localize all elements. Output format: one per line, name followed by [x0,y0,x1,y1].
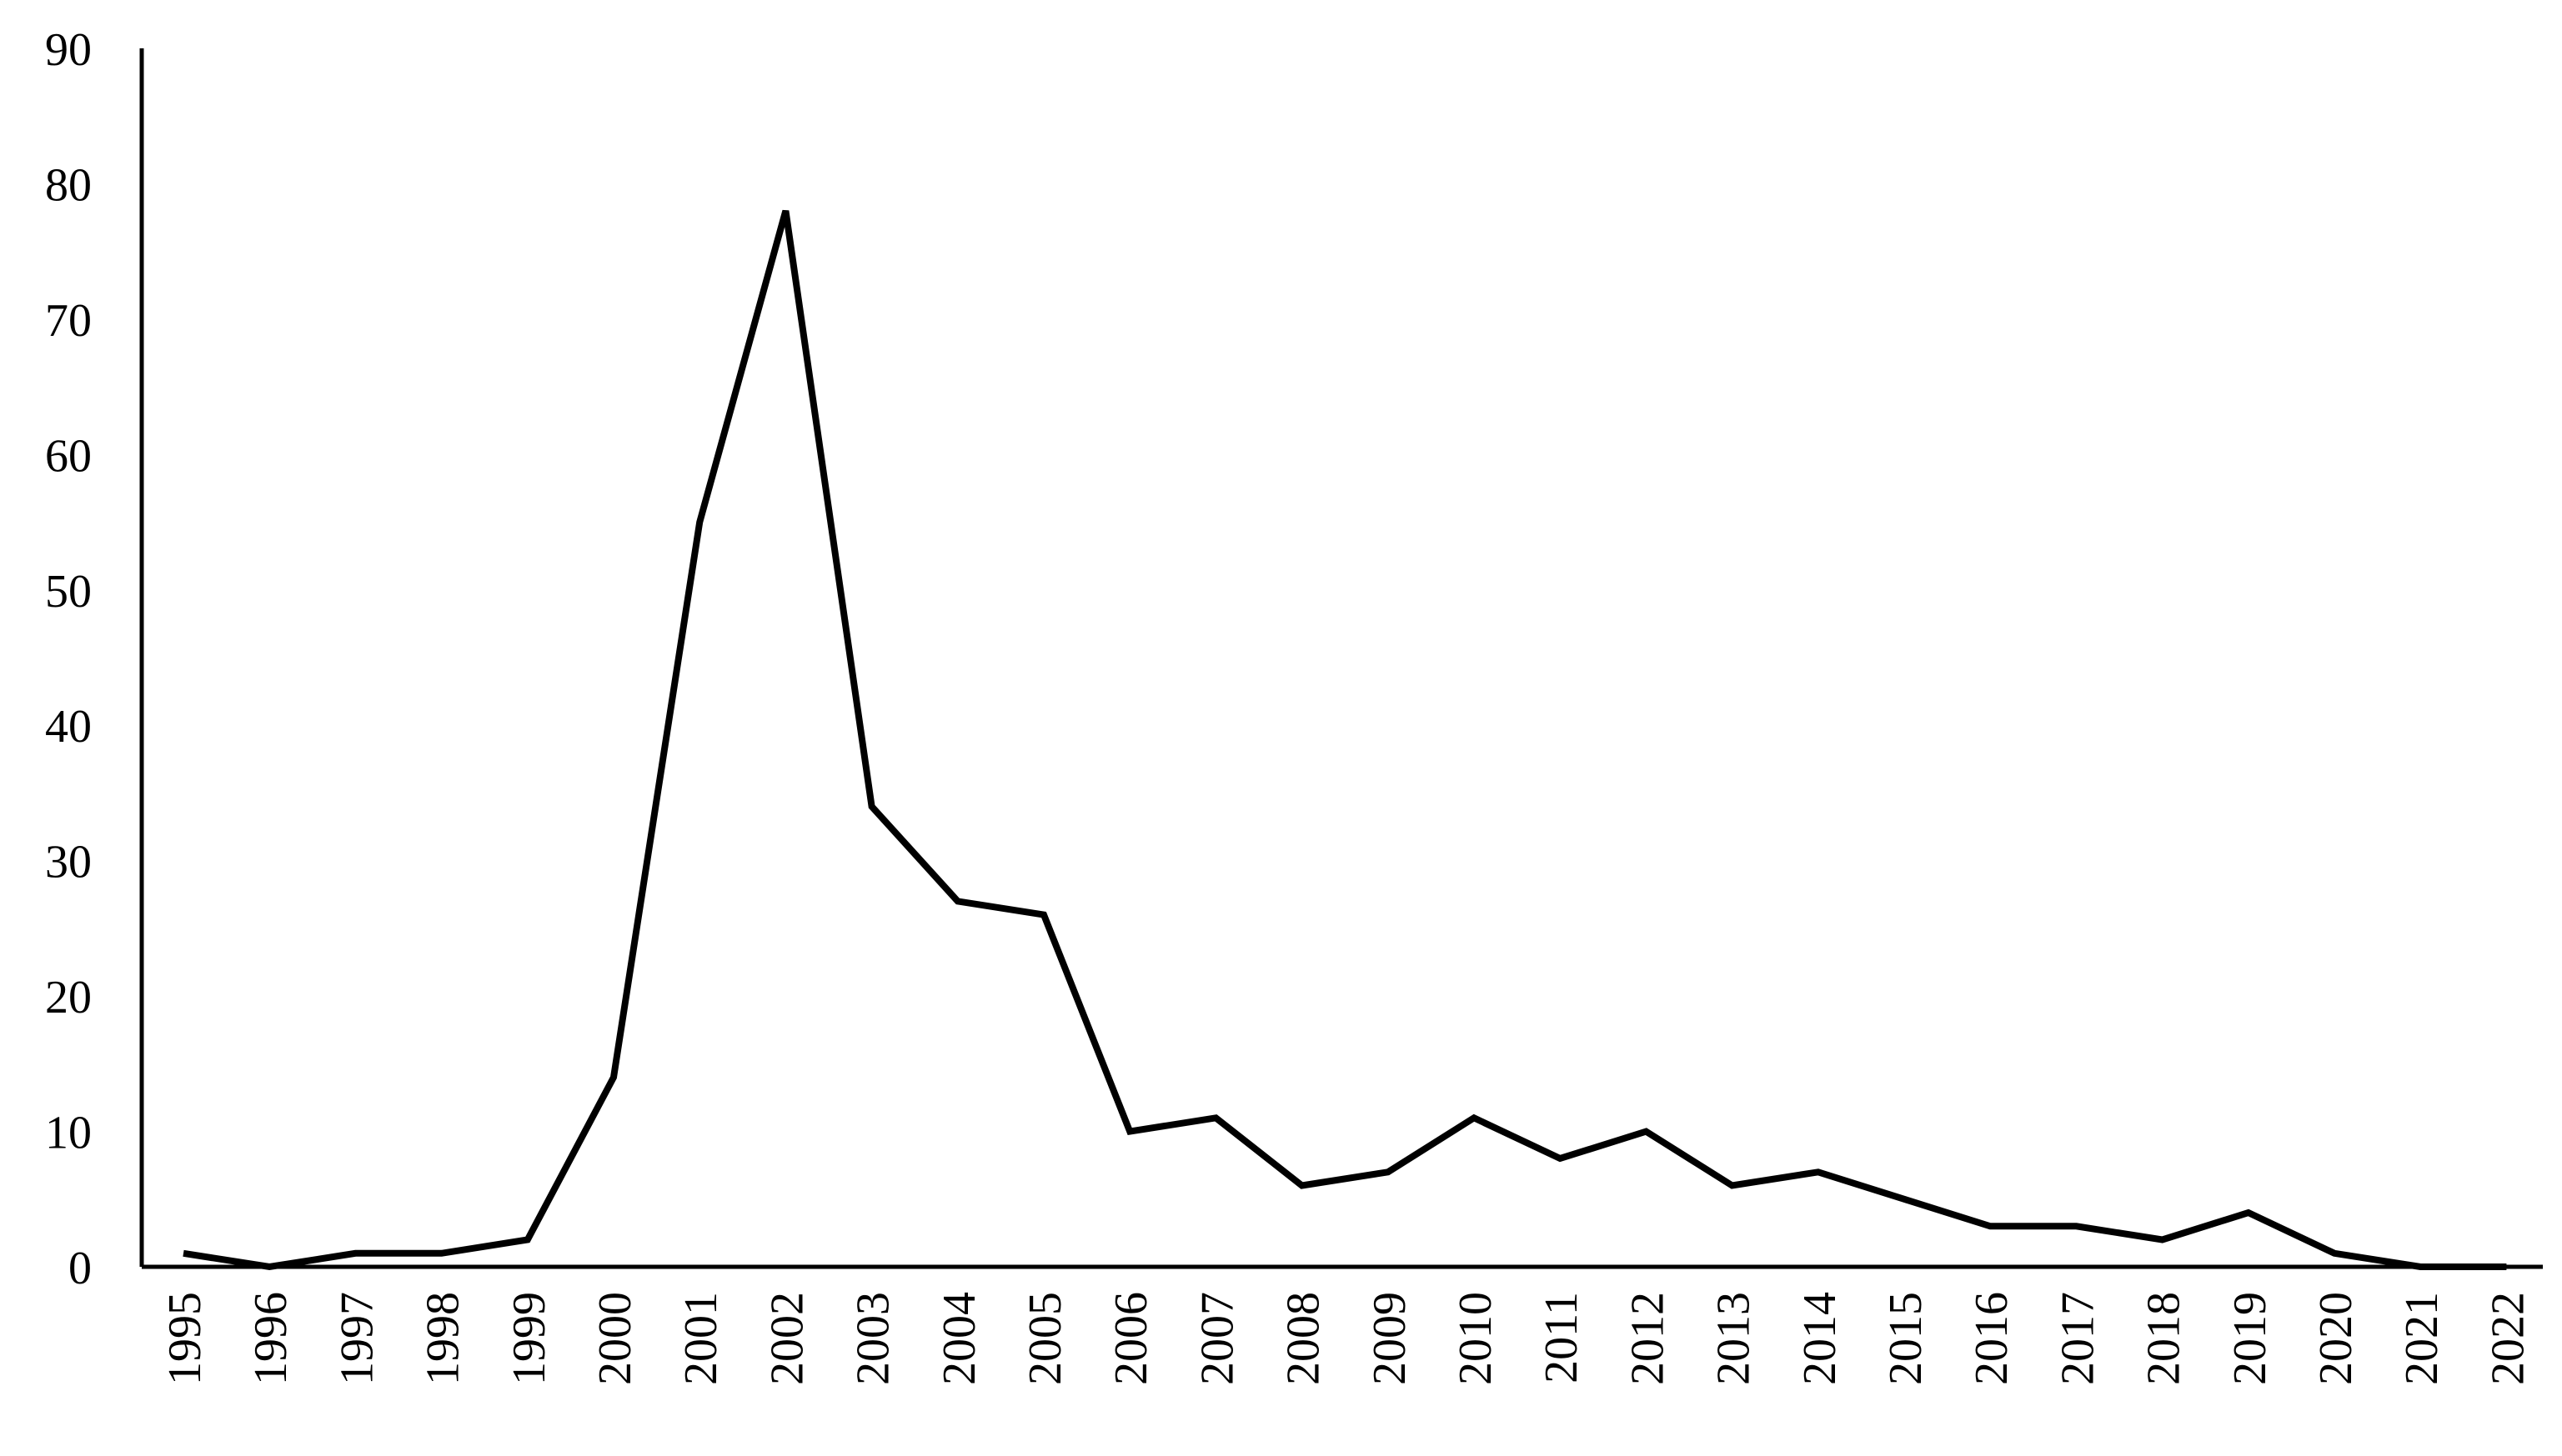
x-tick-label: 2017 [2052,1292,2103,1385]
x-tick-label: 2000 [589,1292,641,1385]
x-tick-label: 2014 [1794,1292,1846,1385]
x-tick-label: 2013 [1708,1292,1760,1385]
x-tick-label: 2010 [1450,1292,1502,1385]
y-tick-label: 10 [45,1108,92,1159]
x-tick-label: 2011 [1536,1292,1587,1383]
x-tick-label: 2008 [1278,1292,1330,1385]
y-tick-label: 40 [45,701,92,753]
x-tick-labels: 1995 1996 1997 1998 1999 2000 2001 2002 2003 2004… [159,1292,2534,1385]
x-tick-label: 2015 [1880,1292,1932,1385]
x-tick-label: 1998 [418,1292,469,1385]
x-tick-label: 1996 [245,1292,297,1385]
x-tick-label: 1999 [504,1292,555,1385]
x-tick-label: 2003 [848,1292,900,1385]
y-tick-label: 80 [45,159,92,211]
y-tick-label: 0 [68,1243,92,1294]
series-layer [183,209,2507,1271]
y-tick-label: 70 [45,295,92,347]
x-tick-label: 2009 [1364,1292,1416,1385]
y-tick-label: 60 [45,430,92,482]
x-tick-label: 2016 [1966,1292,2018,1385]
x-tick-label: 2021 [2396,1292,2448,1385]
x-tick-label: 2012 [1622,1292,1673,1385]
x-tick-label: 1997 [331,1292,383,1385]
x-tick-label: 2007 [1191,1292,1243,1385]
y-tick-label: 20 [45,972,92,1023]
x-tick-label: 2018 [2138,1292,2190,1385]
x-tick-label: 2001 [675,1292,727,1385]
x-tick-label: 2019 [2224,1292,2276,1385]
x-tick-label: 1995 [159,1292,211,1385]
x-tick-label: 2022 [2482,1292,2534,1385]
x-tick-label: 2005 [1020,1292,1071,1385]
x-tick-label: 2006 [1106,1292,1157,1385]
series-line [183,209,2507,1271]
x-tick-label: 2004 [934,1292,985,1385]
y-tick-label: 30 [45,837,92,888]
y-tick-label: 50 [45,566,92,618]
x-tick-label: 2020 [2310,1292,2362,1385]
x-tick-label: 2002 [761,1292,813,1385]
y-tick-labels: 0 10 20 30 40 50 60 70 80 90 [45,24,92,1294]
y-tick-label: 90 [45,24,92,76]
